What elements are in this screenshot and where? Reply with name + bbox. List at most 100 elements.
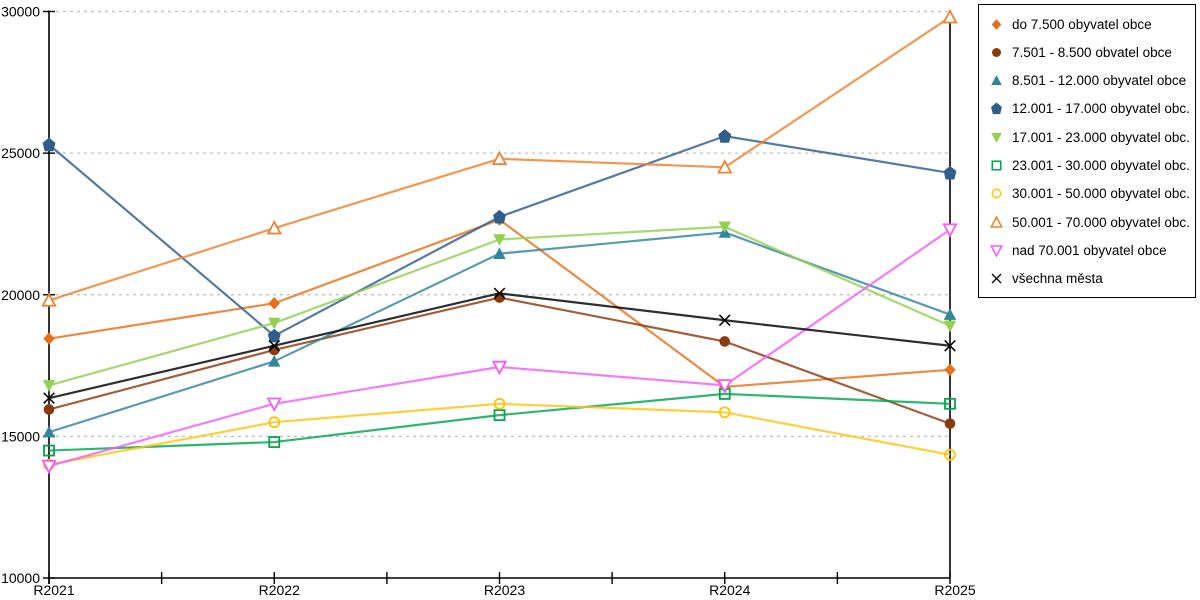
legend-item[interactable]: 50.001 - 70.000 obyvatel obc... [988,208,1189,236]
legend-item[interactable]: 8.501 - 12.000 obyvatel obce [988,67,1189,95]
series-marker [43,444,55,457]
triangle-up-open-marker-icon [491,150,508,165]
triangle-down-open-marker-icon [41,459,57,475]
series-marker [944,339,956,352]
y-tick-label: 10000 [1,570,40,586]
series-marker [718,406,731,419]
legend-label: 8.501 - 12.000 obyvatel obce [1012,73,1187,89]
triangle-up-marker-icon [268,355,281,367]
series-marker [491,360,508,376]
circle-open-marker-icon [944,448,956,461]
y-tick-label: 25000 [1,145,40,161]
series-marker [268,297,280,310]
legend-item[interactable]: 23.001 - 30.000 obyvatel obc... [988,152,1189,180]
diamond-marker-icon [268,297,280,310]
legend-item[interactable]: do 7.500 obyvatel obce [988,10,1189,38]
legend-item[interactable]: 17.001 - 23.000 obyvatel obc... [988,123,1189,151]
legend-item[interactable]: nad 70.001 obyvatel obce [988,237,1189,265]
series-marker [266,219,282,235]
series-marker [43,332,55,345]
series-marker [268,416,281,429]
legend-label: 50.001 - 70.000 obyvatel obc... [1012,214,1189,230]
y-tick-label: 30000 [1,4,40,20]
pentagon-marker-icon [42,137,56,152]
triangle-down-open-marker-icon [491,360,508,376]
series-marker [493,209,506,224]
series-marker [944,448,956,461]
x-marker-icon [493,287,506,300]
series-line [48,231,951,434]
legend-label: všechna města [1012,271,1103,287]
diamond-marker-icon [991,18,1002,30]
series-marker [493,409,506,422]
square-open-marker-icon [493,409,506,422]
triangle-down-open-marker-icon [266,397,282,413]
triangle-down-marker-icon [493,234,506,246]
legend-item[interactable]: 7.501 - 8.500 obvatel obce [988,38,1189,66]
series-line [48,392,951,452]
pentagon-marker-icon [991,103,1002,115]
legend-label: 12.001 - 17.000 obyvatel obc... [1012,101,1189,117]
x-tick-label: R2024 [709,582,750,598]
series-marker [719,336,731,347]
pentagon-marker-icon [943,165,957,180]
series-marker [43,404,55,415]
x-tick-label: R2023 [484,582,525,598]
triangle-up-marker-icon [493,247,506,259]
square-open-marker-icon [268,436,281,448]
x-marker-icon [718,314,731,327]
legend-label: nad 70.001 obyvatel obce [1012,243,1167,259]
square-open-marker-icon [944,397,956,410]
legend-marker [991,47,1002,57]
series-marker [943,165,957,180]
legend-label: 23.001 - 30.000 obyvatel obc... [1012,158,1189,174]
circle-open-marker-icon [493,397,506,410]
legend-marker [989,215,1004,228]
legend-marker [991,75,1002,86]
series-marker [942,223,958,238]
series-marker [718,221,731,234]
x-marker-icon [268,339,281,352]
y-tick-label: 20000 [1,287,40,303]
pentagon-marker-icon [267,328,281,343]
series-marker [43,392,55,404]
series-marker [944,418,956,429]
series-marker [718,129,732,143]
series-marker [41,459,57,475]
legend-marker [989,245,1004,258]
series-marker [41,292,57,307]
series-marker [42,425,56,438]
square-open-marker-icon [991,160,1002,171]
triangle-down-marker-icon [991,132,1002,143]
legend: do 7.500 obyvatel obce 7.501 - 8.500 obva… [978,4,1196,298]
x-tick-label: R2022 [259,582,300,598]
y-tick-label: 15000 [1,428,40,444]
series-marker [268,339,281,352]
circle-marker-icon [43,404,55,415]
triangle-down-marker-icon [268,317,281,330]
legend-item[interactable]: 12.001 - 17.000 obyvatel obc... [988,95,1189,123]
diamond-marker-icon [43,332,55,345]
legend-marker [991,188,1002,199]
triangle-up-open-marker-icon [41,292,57,307]
circle-open-marker-icon [718,406,731,419]
x-marker-icon [991,273,1002,284]
legend-label: 7.501 - 8.500 obvatel obce [1012,44,1172,60]
circle-marker-icon [991,47,1002,57]
legend-item[interactable]: 30.001 - 50.000 obyvatel obc... [988,180,1189,208]
legend-item[interactable]: všechna města [988,265,1189,293]
legend-marker [991,273,1002,284]
series-line [48,292,951,400]
series-marker [717,159,733,174]
triangle-up-marker-icon [42,425,56,438]
series-marker [493,247,506,259]
diamond-marker-icon [944,363,956,377]
triangle-up-open-marker-icon [266,219,282,235]
series-marker [718,314,731,327]
triangle-down-marker-icon [943,320,957,333]
triangle-up-open-marker-icon [717,159,733,174]
series-marker [268,355,281,367]
series-marker [42,137,56,152]
